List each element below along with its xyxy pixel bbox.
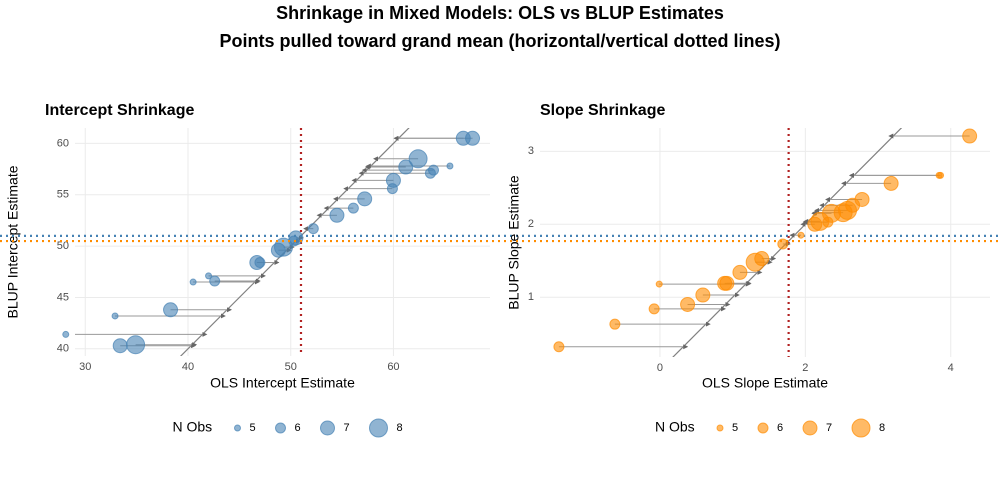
x-tick-label: 30 [79, 361, 91, 373]
point [254, 257, 266, 269]
y-tick-label: 40 [57, 343, 69, 355]
point [126, 335, 146, 355]
legend-symbol [275, 422, 286, 434]
x-tick-label: 50 [285, 361, 297, 373]
legend-label: 5 [250, 422, 256, 434]
legend-label: 6 [295, 422, 301, 434]
chart-title: Shrinkage in Mixed Models: OLS vs BLUP E… [276, 3, 724, 23]
point [62, 330, 70, 338]
point [428, 164, 440, 176]
point [695, 287, 711, 303]
point [883, 175, 899, 191]
point [357, 191, 373, 207]
point [553, 341, 565, 353]
point [288, 230, 304, 246]
point [937, 171, 945, 179]
x-tick-label: 2 [802, 362, 808, 374]
y-tick-label: 55 [57, 189, 69, 201]
legend-symbol [369, 418, 388, 438]
y-tick-label: 1 [528, 291, 534, 303]
point [609, 318, 621, 330]
legend-title: N Obs [173, 419, 213, 435]
legend-label: 8 [879, 422, 885, 434]
y-tick-label: 60 [57, 137, 69, 149]
point [719, 275, 735, 291]
point [111, 312, 119, 320]
legend-label: 6 [777, 422, 783, 434]
legend-label: 8 [397, 422, 403, 434]
point [329, 207, 345, 223]
point [655, 280, 663, 288]
point [777, 238, 789, 250]
x-tick-label: 40 [182, 361, 194, 373]
y-tick-label: 2 [528, 218, 534, 230]
legend-symbol [234, 424, 241, 432]
point [385, 172, 401, 188]
point [754, 251, 770, 267]
point [648, 303, 660, 315]
y-tick-label: 50 [57, 240, 69, 252]
panel-title: Slope Shrinkage [540, 102, 665, 119]
point [854, 191, 870, 207]
x-axis-label: OLS Intercept Estimate [210, 375, 355, 391]
legend-title: N Obs [655, 419, 695, 435]
x-axis-label: OLS Slope Estimate [702, 375, 828, 391]
legend-symbol [757, 422, 769, 434]
y-tick-label: 45 [57, 291, 69, 303]
chart-subtitle: Points pulled toward grand mean (horizon… [219, 31, 780, 51]
legend-symbol [851, 418, 871, 438]
point [274, 237, 294, 257]
legend-label: 7 [826, 422, 832, 434]
point [732, 264, 748, 280]
point [163, 302, 179, 318]
panel-title: Intercept Shrinkage [45, 102, 194, 119]
point [205, 272, 213, 280]
point [446, 162, 454, 170]
point [398, 159, 414, 175]
point [465, 130, 481, 146]
x-tick-label: 0 [657, 362, 663, 374]
point [112, 338, 128, 354]
point [347, 202, 359, 214]
legend-label: 5 [732, 422, 738, 434]
point [408, 149, 428, 169]
point [189, 278, 197, 286]
legend-symbol [320, 420, 335, 436]
legend-symbol [716, 424, 724, 432]
y-tick-label: 3 [528, 145, 534, 157]
legend-label: 7 [344, 422, 350, 434]
x-tick-label: 4 [948, 362, 954, 374]
point [962, 128, 978, 144]
y-axis-label: BLUP Slope Estimate [506, 175, 522, 310]
point [680, 296, 696, 312]
legend-symbol [802, 420, 818, 436]
x-tick-label: 60 [387, 361, 399, 373]
point [209, 275, 221, 287]
point [307, 223, 319, 235]
point [797, 231, 805, 239]
